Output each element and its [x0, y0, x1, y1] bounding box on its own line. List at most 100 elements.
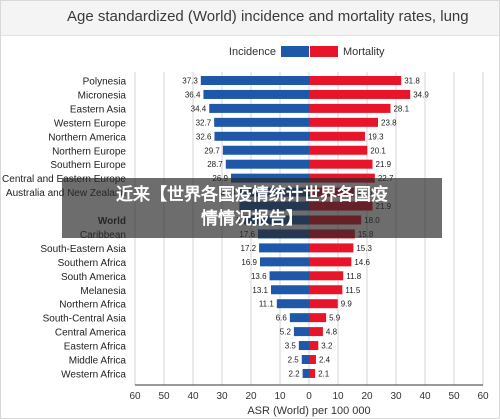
incidence-bar [269, 271, 309, 281]
incidence-data-label: 37.3 [182, 77, 198, 86]
watermark-text: 近来【世界各国疫情统计世界各国疫 情情况报告】 [62, 183, 442, 231]
mortality-data-label: 3.2 [321, 342, 333, 351]
mortality-data-label: 20.1 [370, 146, 386, 155]
category-label: Micronesia [78, 90, 127, 101]
incidence-data-label: 2.5 [288, 356, 300, 365]
mortality-data-label: 9.9 [341, 300, 353, 309]
mortality-data-label: 21.9 [376, 160, 392, 169]
chart-header: Age standardized (World) incidence and m… [1, 1, 499, 36]
mortality-data-label: 4.8 [326, 328, 338, 337]
incidence-data-label: 11.1 [259, 300, 275, 309]
incidence-bar [259, 243, 309, 253]
x-tick-label: 10 [332, 391, 344, 402]
category-label: Eastern Africa [64, 342, 127, 353]
mortality-bar [309, 341, 319, 351]
incidence-data-label: 16.9 [241, 258, 257, 267]
mortality-data-label: 2.1 [318, 369, 330, 378]
mortality-bar [309, 145, 368, 155]
x-tick-label: 60 [477, 391, 489, 402]
incidence-bar [203, 89, 309, 99]
mortality-data-label: 11.5 [345, 286, 361, 295]
category-label: Northern Africa [59, 300, 126, 311]
mortality-bar [309, 89, 411, 99]
mortality-bar [309, 117, 379, 127]
incidence-data-label: 13.6 [251, 272, 267, 281]
mortality-bar [309, 271, 344, 281]
incidence-bar [289, 313, 309, 323]
incidence-data-label: 34.4 [191, 104, 207, 113]
legend-incidence-swatch [281, 46, 309, 57]
incidence-bar [214, 131, 309, 141]
category-label: Polynesia [83, 77, 127, 88]
legend-mortality-label: Mortality [343, 46, 385, 58]
incidence-bar [225, 159, 309, 169]
category-label: Southern Africa [58, 258, 127, 269]
x-tick-label: 50 [448, 391, 460, 402]
incidence-bar [222, 145, 309, 155]
mortality-data-label: 11.8 [346, 272, 362, 281]
category-label: Western Europe [54, 118, 127, 129]
x-tick-label: 40 [187, 391, 199, 402]
mortality-data-label: 34.9 [413, 90, 429, 99]
mortality-bar [309, 159, 373, 169]
mortality-data-label: 14.6 [354, 258, 370, 267]
mortality-data-label: 15.3 [356, 244, 372, 253]
chart-title: Age standardized (World) incidence and m… [67, 8, 469, 25]
mortality-data-label: 23.8 [381, 118, 397, 127]
incidence-bar [259, 257, 309, 267]
incidence-bar [209, 103, 309, 113]
mortality-bar [309, 131, 365, 141]
mortality-bar [309, 285, 343, 295]
mortality-bar [309, 76, 402, 85]
x-tick-label: 20 [245, 391, 257, 402]
category-label: South America [61, 272, 126, 283]
x-tick-label: 30 [390, 391, 402, 402]
category-label: Middle Africa [69, 356, 127, 367]
mortality-bar [309, 257, 352, 267]
incidence-bar [276, 299, 309, 309]
incidence-data-label: 17.2 [241, 244, 257, 253]
x-axis-title: ASR (World) per 100 000 [247, 405, 370, 417]
mortality-bar [309, 355, 316, 364]
category-label: Northern Europe [52, 146, 126, 157]
incidence-data-label: 36.4 [185, 90, 201, 99]
incidence-bar [302, 368, 309, 378]
category-label: Western Africa [61, 369, 126, 380]
incidence-data-label: 2.2 [288, 369, 300, 378]
mortality-bar [309, 299, 338, 309]
x-tick-label: 0 [306, 391, 312, 402]
category-label: South-Eastern Asia [40, 244, 126, 255]
mortality-data-label: 19.3 [368, 132, 384, 141]
x-tick-label: 10 [274, 391, 286, 402]
watermark-line-1: 近来【世界各国疫情统计世界各国疫 [116, 185, 388, 205]
mortality-bar [309, 103, 391, 113]
mortality-bar [309, 327, 323, 337]
category-label: Eastern Asia [70, 104, 127, 115]
legend-incidence-label: Incidence [229, 46, 276, 58]
category-label: South-Central Asia [43, 314, 127, 325]
category-label: Melanesia [80, 286, 126, 297]
incidence-data-label: 5.2 [280, 328, 292, 337]
incidence-data-label: 32.6 [196, 132, 212, 141]
incidence-data-label: 28.7 [207, 160, 223, 169]
mortality-data-label: 5.9 [329, 314, 341, 323]
category-label: Central America [55, 328, 127, 339]
x-tick-label: 20 [361, 391, 373, 402]
watermark-banner: 近来【世界各国疫情统计世界各国疫 情情况报告】 [62, 178, 442, 238]
mortality-data-label: 2.4 [319, 356, 331, 365]
incidence-data-label: 6.6 [276, 314, 288, 323]
x-tick-label: 30 [216, 391, 228, 402]
incidence-data-label: 29.7 [204, 146, 220, 155]
x-tick-label: 40 [419, 391, 431, 402]
incidence-bar [271, 285, 309, 295]
incidence-bar [301, 355, 309, 364]
mortality-data-label: 28.1 [393, 104, 409, 113]
incidence-data-label: 13.1 [252, 286, 268, 295]
incidence-bar [298, 341, 309, 351]
watermark-line-2: 情情况报告】 [201, 209, 303, 229]
x-tick-label: 60 [129, 391, 141, 402]
incidence-bar [200, 76, 309, 85]
mortality-bar [309, 243, 354, 253]
category-label: Northern America [48, 132, 126, 143]
mortality-bar [309, 368, 316, 378]
